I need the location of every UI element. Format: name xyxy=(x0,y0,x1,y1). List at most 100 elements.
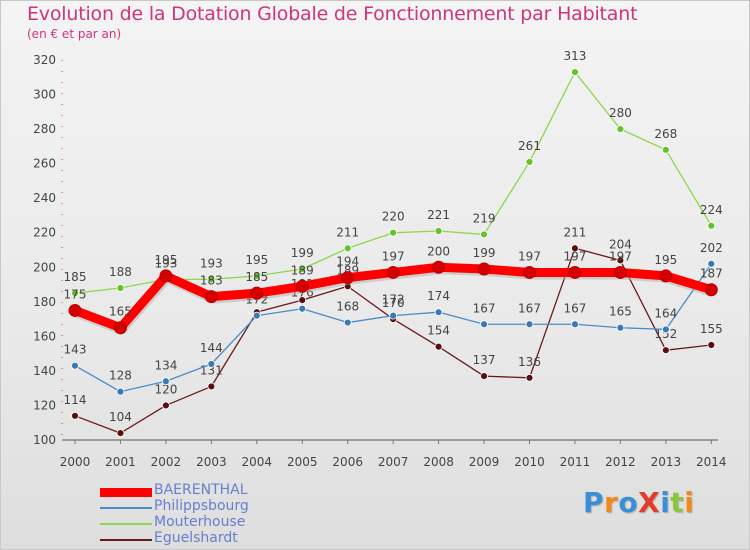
legend-item-eguelshardt[interactable]: Eguelshardt xyxy=(100,530,300,547)
y-tick-label: 140 xyxy=(33,364,56,378)
y-tick-label: 200 xyxy=(33,260,56,274)
data-label-philippsbourg: 164 xyxy=(654,306,677,320)
data-label-philippsbourg: 143 xyxy=(64,343,87,357)
data-label-philippsbourg: 134 xyxy=(154,358,177,372)
data-point-mouterhouse xyxy=(707,221,716,230)
x-tick-label: 2014 xyxy=(696,455,727,469)
proxiti-logo[interactable]: ProXiti xyxy=(583,486,694,519)
legend-item-philippsbourg[interactable]: Philippsbourg xyxy=(100,498,300,515)
legend-label-eguelshardt: Eguelshardt xyxy=(154,530,238,546)
data-point-philippsbourg xyxy=(707,259,716,268)
legend-item-baerenthal[interactable]: BAERENTHAL xyxy=(100,482,300,499)
data-label-eguelshardt: 131 xyxy=(200,363,223,377)
data-point-eguelshardt xyxy=(480,372,488,380)
legend-swatch-mouterhouse xyxy=(100,523,152,525)
y-tick-label: 160 xyxy=(33,329,56,343)
data-point-philippsbourg xyxy=(116,387,125,396)
data-point-eguelshardt xyxy=(116,429,125,437)
data-label-baerenthal: 165 xyxy=(109,305,132,319)
y-tick-label: 320 xyxy=(33,53,56,67)
data-label-baerenthal: 197 xyxy=(563,249,586,263)
data-label-eguelshardt: 137 xyxy=(473,353,496,367)
data-label-baerenthal: 187 xyxy=(700,267,723,281)
data-point-philippsbourg xyxy=(434,308,443,317)
chart-subtitle: (en € et par an) xyxy=(27,27,122,41)
data-label-mouterhouse: 199 xyxy=(291,246,314,260)
data-label-baerenthal: 195 xyxy=(154,253,177,267)
data-point-mouterhouse xyxy=(298,265,307,273)
data-point-eguelshardt xyxy=(161,401,170,410)
y-tick-label: 300 xyxy=(33,88,56,102)
data-label-baerenthal: 185 xyxy=(245,270,268,284)
data-point-baerenthal xyxy=(477,262,491,276)
x-tick-label: 2002 xyxy=(151,455,182,469)
y-tick-label: 180 xyxy=(33,295,56,309)
data-point-eguelshardt xyxy=(707,341,716,349)
legend-label-baerenthal: BAERENTHAL xyxy=(154,482,248,498)
legend-label-mouterhouse: Mouterhouse xyxy=(154,514,246,530)
y-tick-label: 220 xyxy=(33,226,56,240)
data-point-mouterhouse xyxy=(207,275,216,284)
data-point-baerenthal xyxy=(432,260,446,274)
data-label-mouterhouse: 224 xyxy=(700,203,723,217)
data-point-eguelshardt xyxy=(71,411,79,420)
logo-letter: P xyxy=(583,486,605,519)
data-point-philippsbourg xyxy=(161,377,170,386)
y-tick-label: 260 xyxy=(33,157,56,171)
x-tick-label: 2000 xyxy=(60,455,91,469)
logo-letter: X xyxy=(638,486,661,519)
data-point-philippsbourg xyxy=(480,320,488,329)
x-tick-label: 2005 xyxy=(287,455,318,469)
data-point-philippsbourg xyxy=(71,361,79,370)
data-label-baerenthal: 183 xyxy=(200,274,223,288)
data-point-mouterhouse xyxy=(661,145,670,154)
data-point-eguelshardt xyxy=(207,382,216,391)
data-label-philippsbourg: 128 xyxy=(109,369,132,383)
data-point-mouterhouse xyxy=(252,272,261,280)
data-label-baerenthal: 197 xyxy=(382,249,405,263)
data-label-baerenthal: 175 xyxy=(64,287,87,301)
data-point-mouterhouse xyxy=(434,227,443,235)
x-tick-label: 2001 xyxy=(105,455,136,469)
data-point-baerenthal xyxy=(341,271,355,285)
data-point-eguelshardt xyxy=(298,296,307,304)
legend-item-mouterhouse[interactable]: Mouterhouse xyxy=(100,514,300,531)
data-label-eguelshardt: 114 xyxy=(64,393,87,407)
data-label-philippsbourg: 144 xyxy=(200,341,223,355)
data-point-philippsbourg xyxy=(661,325,670,334)
data-point-philippsbourg xyxy=(207,360,216,368)
data-point-philippsbourg xyxy=(616,323,625,332)
y-tick-label: 280 xyxy=(33,122,56,136)
data-label-baerenthal: 199 xyxy=(473,246,496,260)
data-point-baerenthal xyxy=(295,279,309,293)
data-label-mouterhouse: 188 xyxy=(109,265,132,279)
data-point-mouterhouse xyxy=(525,158,534,166)
data-label-mouterhouse: 185 xyxy=(64,270,87,284)
x-tick-label: 2011 xyxy=(560,455,591,469)
data-label-mouterhouse: 219 xyxy=(473,211,496,225)
y-tick-label: 240 xyxy=(33,191,56,205)
logo-letter: o xyxy=(618,486,639,519)
data-label-baerenthal: 200 xyxy=(427,244,450,258)
data-point-baerenthal xyxy=(250,286,264,300)
data-label-philippsbourg: 172 xyxy=(382,293,405,307)
logo-letter: i xyxy=(660,486,671,519)
x-tick-label: 2004 xyxy=(242,455,273,469)
data-label-eguelshardt: 154 xyxy=(427,324,450,338)
data-label-baerenthal: 195 xyxy=(654,253,677,267)
data-point-mouterhouse xyxy=(116,284,125,292)
data-point-baerenthal xyxy=(659,269,673,283)
x-tick-label: 2013 xyxy=(651,455,682,469)
data-label-eguelshardt: 204 xyxy=(609,237,632,251)
data-point-eguelshardt xyxy=(525,373,534,382)
data-point-baerenthal xyxy=(204,290,218,304)
data-point-baerenthal xyxy=(386,265,400,279)
data-label-philippsbourg: 167 xyxy=(563,301,586,315)
data-label-eguelshardt: 136 xyxy=(518,355,541,369)
data-label-mouterhouse: 313 xyxy=(563,49,586,63)
data-point-philippsbourg xyxy=(252,311,261,320)
data-label-mouterhouse: 221 xyxy=(427,208,450,222)
legend-swatch-eguelshardt xyxy=(100,539,152,541)
data-point-philippsbourg xyxy=(298,304,307,313)
data-label-baerenthal: 197 xyxy=(609,249,632,263)
